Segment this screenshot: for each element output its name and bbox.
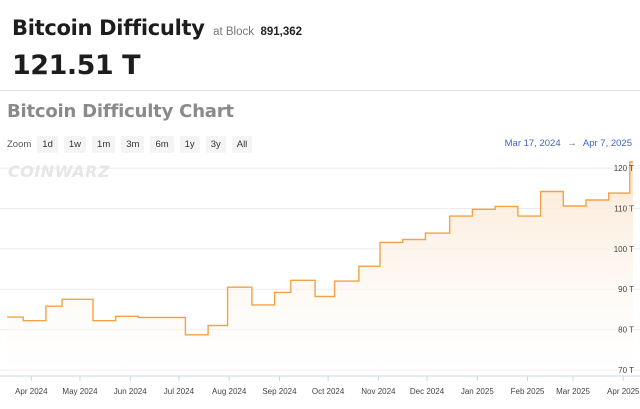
y-tick-label: 70 T: [618, 366, 634, 375]
y-tick-label: 120 T: [614, 164, 634, 173]
zoom-3m-button[interactable]: 3m: [121, 136, 145, 153]
date-range: Mar 17, 2024 → Apr 7, 2025: [505, 138, 632, 149]
y-tick-label: 110 T: [614, 204, 634, 213]
at-block-label: at Block: [213, 26, 254, 38]
x-tick-label: Nov 2024: [361, 387, 396, 396]
x-tick-label: Jul 2024: [164, 387, 195, 396]
current-difficulty: 121.51 T: [12, 50, 141, 81]
x-tick-label: Dec 2024: [410, 387, 445, 396]
x-tick-label: Sep 2024: [262, 387, 297, 396]
y-tick-label: 90 T: [618, 285, 634, 294]
block-number: 891,362: [260, 26, 303, 38]
x-tick-label: Aug 2024: [212, 387, 247, 396]
chart-title: Bitcoin Difficulty Chart: [7, 101, 234, 122]
difficulty-line[interactable]: [7, 161, 633, 336]
x-tick-label: Jan 2025: [461, 387, 494, 396]
y-tick-label: 100 T: [614, 245, 634, 254]
x-tick-label: Apr 2025: [607, 387, 640, 396]
range-start-date[interactable]: Mar 17, 2024: [504, 138, 561, 149]
difficulty-area: [7, 162, 633, 376]
header: Bitcoin Difficulty at Block 891,362 121.…: [0, 0, 640, 91]
zoom-1w-button[interactable]: 1w: [63, 136, 87, 153]
zoom-all-button[interactable]: All: [231, 136, 253, 153]
x-tick-label: May 2024: [62, 387, 98, 396]
zoom-1d-button[interactable]: 1d: [37, 136, 58, 153]
zoom-1m-button[interactable]: 1m: [92, 136, 116, 153]
zoom-controls: Zoom 1d 1w 1m 3m 6m 1y 3y All: [7, 136, 258, 153]
range-arrow-icon: →: [567, 138, 577, 149]
page-title: Bitcoin Difficulty: [12, 16, 205, 40]
x-tick-label: Mar 2025: [556, 387, 590, 396]
coinwarz-watermark-logo: COINWARZ: [8, 162, 111, 181]
x-tick-label: Apr 2024: [15, 387, 48, 396]
y-tick-label: 80 T: [618, 326, 634, 335]
zoom-1y-button[interactable]: 1y: [179, 136, 200, 153]
zoom-3y-button[interactable]: 3y: [205, 136, 226, 153]
x-tick-label: Oct 2024: [312, 387, 345, 396]
difficulty-chart[interactable]: Apr 2024 May 2024 Jun 2024 Jul 2024 Aug 2024…: [0, 158, 640, 409]
x-tick-label: Feb 2025: [511, 387, 545, 396]
range-end-date[interactable]: Apr 7, 2025: [582, 138, 632, 149]
title-row: Bitcoin Difficulty at Block 891,362: [12, 16, 302, 40]
zoom-6m-button[interactable]: 6m: [150, 136, 174, 153]
x-tick-label: Jun 2024: [114, 387, 147, 396]
zoom-label: Zoom: [7, 139, 32, 150]
